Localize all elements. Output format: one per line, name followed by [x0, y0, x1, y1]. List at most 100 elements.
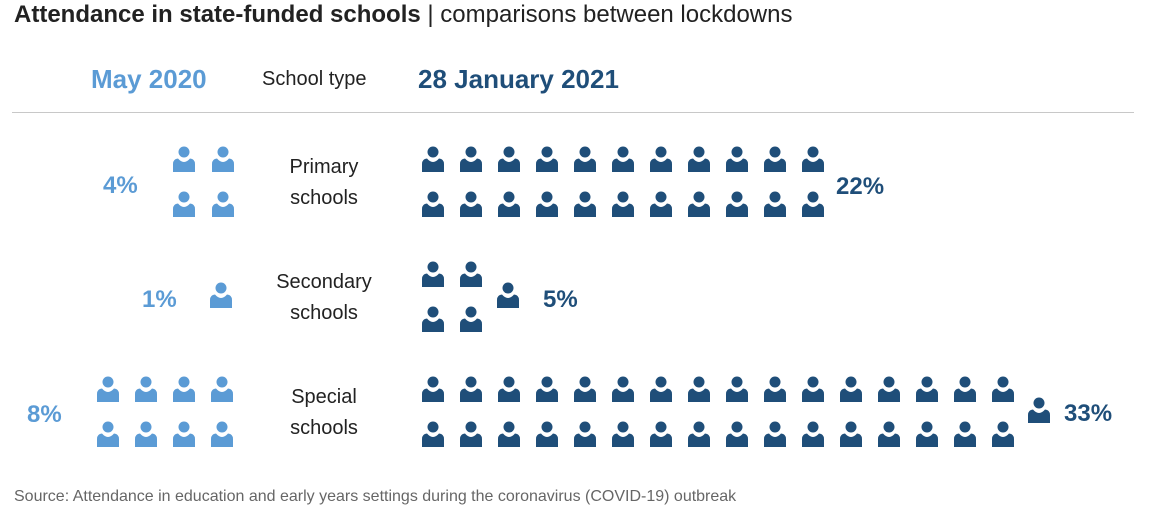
person-icon [1028, 397, 1050, 423]
jan-percentage: 33% [1064, 400, 1113, 427]
person-icon [688, 146, 710, 172]
jan-icons [422, 146, 824, 217]
person-icon [726, 146, 748, 172]
person-icon [612, 191, 634, 217]
person-icon [878, 376, 900, 402]
person-icon [726, 376, 748, 402]
person-icon [422, 306, 444, 332]
may-percentage: 1% [142, 286, 177, 313]
label-line-2: schools [290, 302, 358, 324]
person-icon [802, 146, 824, 172]
chart-title: Attendance in state-funded schools | com… [14, 0, 792, 30]
person-icon [497, 282, 519, 308]
person-icon [536, 191, 558, 217]
jan-percentage: 5% [543, 286, 578, 313]
person-icon [135, 421, 157, 447]
person-icon [211, 376, 233, 402]
person-icon [536, 376, 558, 402]
row-secondary-schools: 1% Secondary schools 5% [0, 255, 1162, 345]
person-icon [764, 376, 786, 402]
header-divider [12, 112, 1134, 113]
person-icon [422, 376, 444, 402]
row-primary-schools: 4% Primary schools 22% [0, 140, 1162, 230]
person-icon [536, 146, 558, 172]
person-icon [574, 146, 596, 172]
person-icon [574, 376, 596, 402]
person-icon [422, 421, 444, 447]
person-icon [97, 376, 119, 402]
person-icon [612, 376, 634, 402]
person-icon [212, 146, 234, 172]
person-icon [460, 421, 482, 447]
person-icon [612, 421, 634, 447]
person-icon [574, 421, 596, 447]
person-icon [612, 146, 634, 172]
label-line-1: Special [291, 386, 357, 408]
person-icon [688, 376, 710, 402]
person-icon [650, 191, 672, 217]
person-icon [688, 421, 710, 447]
may-percentage: 8% [27, 401, 62, 428]
jan-icons [422, 376, 1014, 447]
person-icon [498, 376, 520, 402]
may-percentage: 4% [103, 172, 138, 199]
person-icon [764, 191, 786, 217]
person-icon [764, 146, 786, 172]
person-icon [650, 421, 672, 447]
person-icon [422, 191, 444, 217]
person-icon [173, 191, 195, 217]
may-icons [97, 376, 233, 447]
school-type-label: Special schools [259, 382, 389, 444]
jan-icons-extra [1028, 397, 1050, 423]
person-icon [422, 146, 444, 172]
person-icon [498, 421, 520, 447]
person-icon [460, 376, 482, 402]
label-line-1: Primary [289, 156, 359, 178]
person-icon [212, 191, 234, 217]
person-icon [916, 376, 938, 402]
person-icon [210, 282, 232, 308]
title-bold: Attendance in state-funded schools [14, 1, 421, 28]
person-icon [878, 421, 900, 447]
person-icon [802, 191, 824, 217]
label-line-2: schools [290, 187, 358, 209]
person-icon [173, 146, 195, 172]
person-icon [135, 376, 157, 402]
column-header-school-type: School type [262, 68, 367, 90]
person-icon [173, 376, 195, 402]
person-icon [840, 376, 862, 402]
person-icon [954, 376, 976, 402]
person-icon [650, 146, 672, 172]
person-icon [802, 421, 824, 447]
source-note: Source: Attendance in education and earl… [14, 488, 737, 505]
person-icon [650, 376, 672, 402]
may-icons [173, 146, 234, 217]
label-line-2: schools [290, 417, 358, 439]
person-icon [97, 421, 119, 447]
person-icon [460, 261, 482, 287]
may-icons [210, 282, 232, 308]
person-icon [574, 191, 596, 217]
title-subtitle: comparisons between lockdowns [440, 1, 793, 28]
school-type-label: Secondary schools [259, 267, 389, 329]
person-icon [954, 421, 976, 447]
person-icon [173, 421, 195, 447]
person-icon [802, 376, 824, 402]
jan-icons-extra [497, 282, 519, 308]
person-icon [688, 191, 710, 217]
person-icon [498, 146, 520, 172]
person-icon [726, 191, 748, 217]
person-icon [764, 421, 786, 447]
person-icon [992, 376, 1014, 402]
jan-icons [422, 261, 482, 332]
person-icon [422, 261, 444, 287]
jan-percentage: 22% [836, 173, 885, 200]
column-header-jan-2021: 28 January 2021 [418, 64, 619, 94]
column-header-may-2020: May 2020 [91, 64, 207, 94]
title-separator: | [420, 1, 441, 28]
person-icon [498, 191, 520, 217]
person-icon [726, 421, 748, 447]
person-icon [840, 421, 862, 447]
person-icon [916, 421, 938, 447]
person-icon [211, 421, 233, 447]
